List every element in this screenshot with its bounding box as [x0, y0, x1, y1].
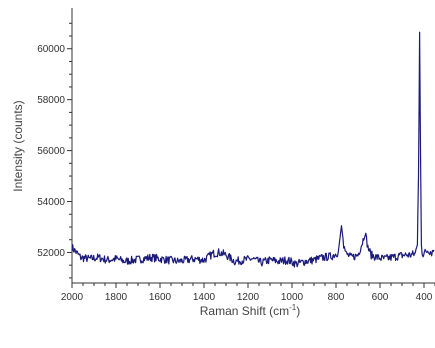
y-tick-label: 56000	[37, 146, 65, 157]
y-tick-label: 60000	[37, 44, 65, 55]
x-axis-title-main: Raman Shift (cm	[200, 304, 289, 318]
x-tick-label: 1800	[105, 292, 128, 303]
x-tick-label: 800	[328, 292, 345, 303]
y-axis-title: Intensity (counts)	[11, 100, 25, 191]
x-axis-title-superscript: -1	[289, 303, 297, 312]
x-tick-label: 1600	[149, 292, 172, 303]
x-tick-label: 2000	[61, 292, 84, 303]
y-tick-label: 52000	[37, 248, 65, 259]
y-axis-ticks: 52000 54000 56000 58000 60000	[37, 22, 72, 279]
x-axis-title: Raman Shift (cm-1)	[200, 303, 300, 318]
x-tick-label: 600	[372, 292, 389, 303]
x-tick-label: 1200	[237, 292, 260, 303]
x-axis-ticks: 2000 1800 1600 1400 1200 1000 800 600 400	[61, 283, 435, 303]
x-axis-title-suffix: )	[296, 304, 300, 318]
x-tick-label: 1000	[281, 292, 304, 303]
x-tick-label: 1400	[193, 292, 216, 303]
y-tick-label: 58000	[37, 95, 65, 106]
plot-frame	[71, 8, 435, 284]
x-tick-label: 400	[416, 292, 433, 303]
spectrum-series-line	[71, 31, 435, 268]
y-tick-label: 54000	[37, 197, 65, 208]
series-layer	[71, 31, 435, 268]
